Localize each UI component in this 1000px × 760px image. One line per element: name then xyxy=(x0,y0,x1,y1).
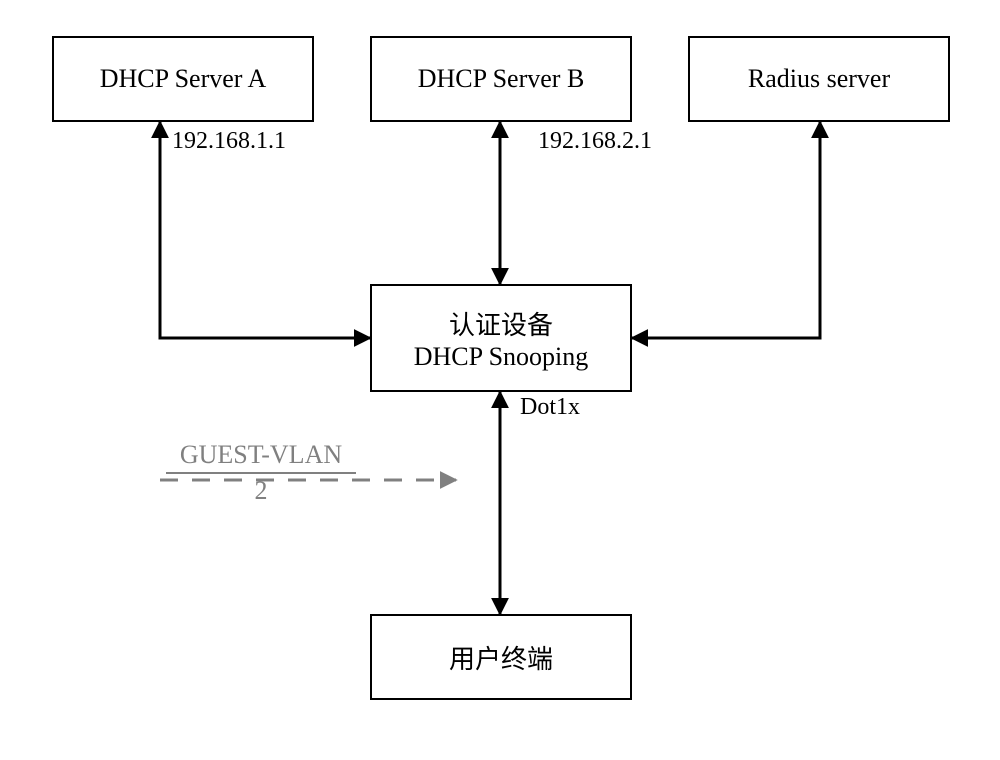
label-guest-vlan-bottom: 2 xyxy=(166,476,356,506)
node-text-line: DHCP Server B xyxy=(418,64,585,94)
label-dot1x: Dot1x xyxy=(520,394,580,421)
edge-r-to-auth xyxy=(632,122,820,338)
node-auth-device: 认证设备DHCP Snooping xyxy=(370,284,632,392)
label-guest-vlan-divider xyxy=(166,472,356,474)
node-text-line: DHCP Snooping xyxy=(414,342,589,372)
label-guest-vlan: GUEST-VLAN 2 xyxy=(166,440,356,506)
node-text-line: 认证设备 xyxy=(449,305,553,342)
node-text-line: 用户终端 xyxy=(449,639,553,676)
label-dhcp-a-ip: 192.168.1.1 xyxy=(172,128,286,155)
label-dhcp-b-ip: 192.168.2.1 xyxy=(538,128,652,155)
node-dhcp-server-a: DHCP Server A xyxy=(52,36,314,122)
node-text-line: DHCP Server A xyxy=(100,64,267,94)
node-dhcp-server-b: DHCP Server B xyxy=(370,36,632,122)
label-guest-vlan-top: GUEST-VLAN xyxy=(166,440,356,470)
diagram-canvas: DHCP Server A DHCP Server B Radius serve… xyxy=(0,0,1000,760)
node-user-terminal: 用户终端 xyxy=(370,614,632,700)
node-radius-server: Radius server xyxy=(688,36,950,122)
node-text-line: Radius server xyxy=(748,64,890,94)
